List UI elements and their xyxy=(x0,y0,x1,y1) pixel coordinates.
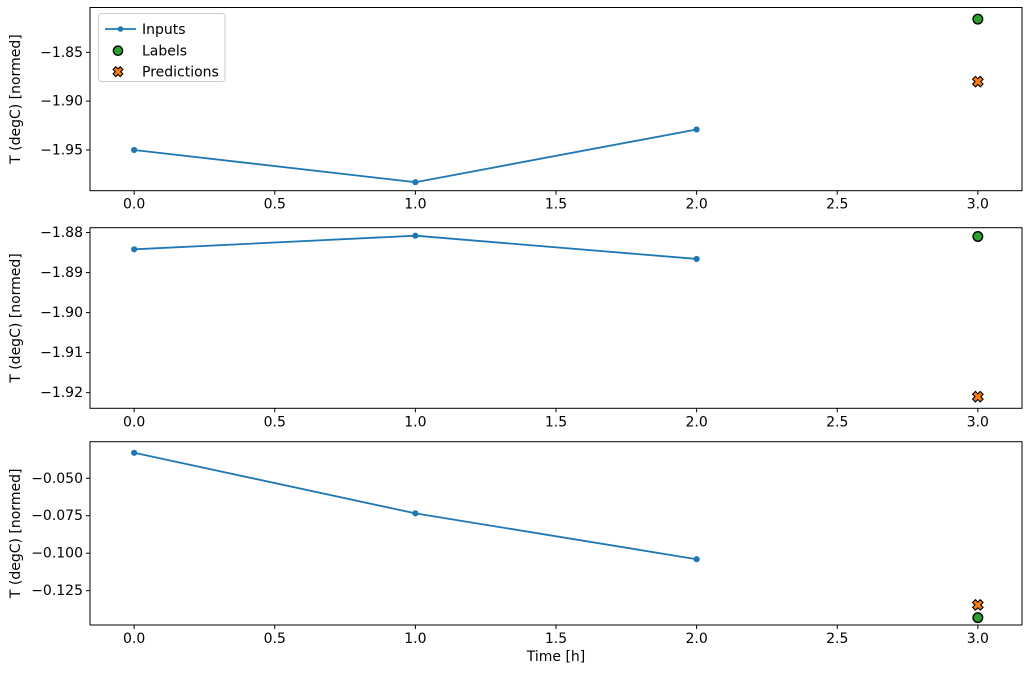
x-tick-label: 0.0 xyxy=(123,631,145,647)
y-tick-label: −0.075 xyxy=(31,508,83,524)
x-tick-label: 0.5 xyxy=(264,631,286,647)
x-tick-label: 1.5 xyxy=(545,414,567,430)
inputs-point xyxy=(693,255,700,263)
legend: Inputs Labels Predictions xyxy=(98,13,226,82)
y-tick-label: −1.92 xyxy=(40,385,83,401)
subplot-1: 0.0 0.5 1.0 1.5 2.0 2.5 3.0 −1.85 −1.90 −1.95 T (d… xyxy=(8,7,1023,213)
inputs-point xyxy=(412,510,419,517)
x-tick-label: 1.0 xyxy=(404,631,426,647)
inputs-point xyxy=(412,179,419,186)
x-tick-label: 2.5 xyxy=(826,197,848,213)
labels-marker xyxy=(972,13,984,25)
x-tick-label: 2.0 xyxy=(685,197,707,213)
x-tick-label: 3.0 xyxy=(967,197,989,213)
y-tick-label: −1.89 xyxy=(40,265,83,281)
axes-frame xyxy=(89,441,1023,626)
y-tick-label: −0.050 xyxy=(31,471,83,487)
x-tick-label: 0.0 xyxy=(123,414,145,430)
labels-marker xyxy=(972,231,984,243)
x-tick-label: 1.0 xyxy=(404,197,426,213)
inputs-point xyxy=(131,246,138,253)
x-glyph xyxy=(971,75,984,88)
x-tick-label: 0.5 xyxy=(264,414,286,430)
y-tick-label: −1.85 xyxy=(40,45,83,61)
y-tick-label: −0.125 xyxy=(31,583,83,599)
subplot-3: 0.0 0.5 1.0 1.5 2.0 2.5 3.0 −0.050 −0.075 −0.100 −… xyxy=(8,441,1023,665)
inputs-point xyxy=(131,449,138,456)
axes-frame xyxy=(89,7,1023,192)
inputs-point xyxy=(693,556,700,563)
x-tick-label: 1.0 xyxy=(404,414,426,430)
inputs-point xyxy=(412,232,419,239)
x-glyph xyxy=(971,598,984,611)
legend-label: Predictions xyxy=(142,65,219,81)
y-tick-label: −1.90 xyxy=(40,94,83,110)
inputs-point xyxy=(131,146,138,154)
legend-label: Labels xyxy=(142,44,187,60)
subplot-2: 0.0 0.5 1.0 1.5 2.0 2.5 3.0 −1.88 −1.89 −1.90 −1.9… xyxy=(8,225,1023,430)
legend-box xyxy=(98,13,226,82)
x-tick-label: 2.0 xyxy=(685,631,707,647)
inputs-point xyxy=(693,126,700,133)
x-tick-label: 0.5 xyxy=(264,197,286,213)
axes-frame xyxy=(89,227,1023,409)
x-tick-label: 3.0 xyxy=(967,631,989,647)
y-tick-label: −1.95 xyxy=(40,142,83,158)
y-tick-label: −1.90 xyxy=(40,305,83,321)
x-tick-label: 1.5 xyxy=(545,631,567,647)
y-tick-label: −1.88 xyxy=(40,225,83,241)
x-glyph xyxy=(971,390,984,403)
x-axis-label: Time [h] xyxy=(526,649,586,665)
labels-marker xyxy=(972,612,984,624)
x-tick-label: 2.5 xyxy=(826,414,848,430)
x-tick-label: 1.5 xyxy=(545,197,567,213)
predictions-marker xyxy=(971,390,984,403)
y-tick-label: −0.100 xyxy=(31,546,83,562)
y-axis-label: T (degC) [normed] xyxy=(8,469,24,600)
legend-dot-sample xyxy=(117,26,124,32)
y-tick-label: −1.91 xyxy=(40,345,83,361)
legend-circle-sample xyxy=(112,45,124,57)
y-axis-label: T (degC) [normed] xyxy=(8,34,24,165)
legend-label: Inputs xyxy=(142,22,186,38)
legend-x-sample xyxy=(112,66,124,78)
x-tick-label: 0.0 xyxy=(123,197,145,213)
x-tick-label: 2.5 xyxy=(826,631,848,647)
predictions-marker xyxy=(971,598,984,611)
x-glyph xyxy=(112,66,124,78)
x-tick-label: 3.0 xyxy=(967,414,989,430)
y-axis-label: T (degC) [normed] xyxy=(8,253,24,384)
x-tick-label: 2.0 xyxy=(685,414,707,430)
predictions-marker xyxy=(971,75,984,88)
